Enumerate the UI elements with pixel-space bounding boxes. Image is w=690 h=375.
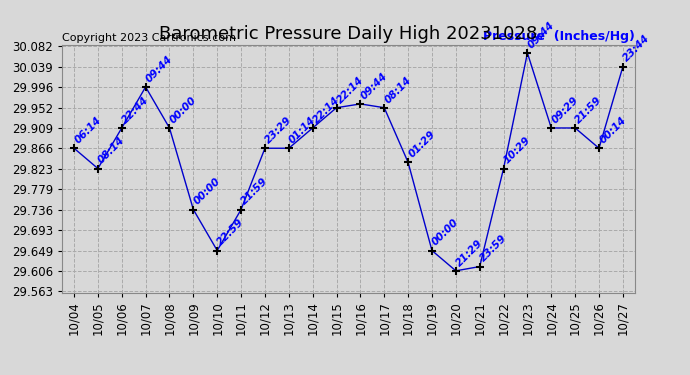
- Text: Copyright 2023 Cartronics.com: Copyright 2023 Cartronics.com: [62, 33, 236, 42]
- Text: 23:44: 23:44: [622, 33, 652, 64]
- Text: 23:29: 23:29: [264, 115, 294, 146]
- Text: 09:44: 09:44: [526, 20, 556, 50]
- Text: Pressure  (Inches/Hg): Pressure (Inches/Hg): [483, 30, 635, 42]
- Text: 22:59: 22:59: [216, 217, 246, 248]
- Text: 00:00: 00:00: [192, 176, 222, 207]
- Text: 22:44: 22:44: [120, 95, 150, 125]
- Text: 23:59: 23:59: [478, 233, 509, 264]
- Text: 22:14: 22:14: [335, 74, 366, 105]
- Text: 21:59: 21:59: [239, 176, 270, 207]
- Text: 00:14: 00:14: [598, 115, 628, 146]
- Text: 01:29: 01:29: [406, 129, 437, 160]
- Text: 08:14: 08:14: [97, 135, 127, 166]
- Text: 10:29: 10:29: [502, 135, 533, 166]
- Text: 09:44: 09:44: [144, 54, 175, 84]
- Text: 21:29: 21:29: [454, 237, 485, 268]
- Text: 21:59: 21:59: [573, 95, 604, 125]
- Text: 22:14: 22:14: [311, 95, 342, 125]
- Text: 00:00: 00:00: [168, 95, 199, 125]
- Text: 08:14: 08:14: [383, 74, 413, 105]
- Text: 00:00: 00:00: [431, 217, 461, 248]
- Text: 09:44: 09:44: [359, 70, 389, 101]
- Text: 06:14: 06:14: [72, 115, 103, 146]
- Text: 09:29: 09:29: [550, 95, 580, 125]
- Title: Barometric Pressure Daily High 20231028: Barometric Pressure Daily High 20231028: [159, 26, 538, 44]
- Text: 01:14: 01:14: [287, 115, 318, 146]
